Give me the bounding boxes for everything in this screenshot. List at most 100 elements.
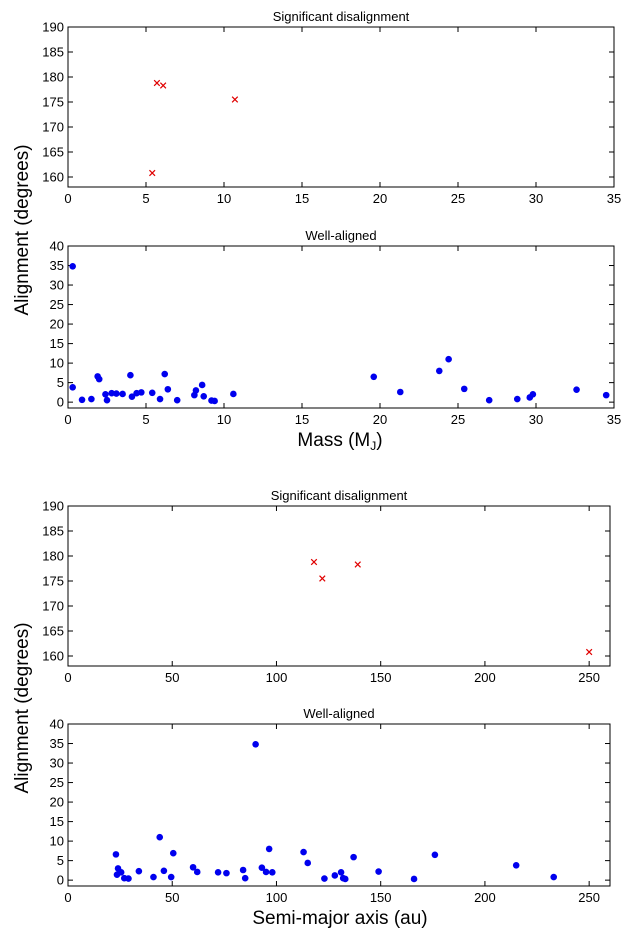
data-point-dot xyxy=(350,853,357,861)
data-point-dot xyxy=(337,869,345,876)
bottom-x-axis-label: Semi-major axis (au) xyxy=(252,908,427,929)
x-tick-label: 200 xyxy=(474,670,496,685)
x-tick-label: 20 xyxy=(373,412,387,427)
data-point-dot xyxy=(193,868,201,876)
data-point-x-marker xyxy=(354,561,361,568)
data-point-dot xyxy=(370,373,378,381)
x-tick-label: 50 xyxy=(165,890,179,905)
data-point-dot xyxy=(198,381,206,389)
x-tick-label: 15 xyxy=(295,412,309,427)
x-tick-label: 0 xyxy=(64,890,71,905)
data-point-x-marker xyxy=(310,558,318,566)
x-tick-label: 20 xyxy=(373,191,387,206)
data-point-dot xyxy=(161,370,169,378)
data-point-dot xyxy=(88,395,95,403)
data-point-x-marker xyxy=(585,648,593,656)
data-point-dot xyxy=(214,869,222,876)
plot-frame xyxy=(67,723,611,887)
data-point-dot xyxy=(304,859,312,867)
data-point-dot xyxy=(321,875,328,882)
data-point-dot xyxy=(135,867,143,875)
data-point-dot xyxy=(431,851,439,859)
data-point-dot xyxy=(230,390,237,398)
data-point-dot xyxy=(125,875,132,882)
x-tick-label: 50 xyxy=(165,670,179,685)
data-point-dot xyxy=(167,873,175,881)
x-tick-label: 150 xyxy=(370,670,392,685)
y-tick-label: 180 xyxy=(42,70,64,85)
y-tick-label: 15 xyxy=(50,336,64,351)
data-point-x-marker xyxy=(159,82,167,89)
top-x-axis-label-close: ) xyxy=(376,430,382,451)
y-tick-label: 15 xyxy=(50,814,64,829)
data-point-dot xyxy=(150,873,157,881)
panel-title: Well-aligned xyxy=(305,228,376,243)
chart-panel-3: Significant disalignment 0 50 100 150 200 250 1… xyxy=(42,488,611,685)
data-point-dot xyxy=(69,384,76,391)
y-tick-label: 160 xyxy=(42,649,64,664)
data-point-dot xyxy=(445,355,452,363)
data-point-dot xyxy=(252,740,259,748)
data-point-dot xyxy=(113,390,120,397)
data-point-dot xyxy=(341,875,349,883)
data-point-dot xyxy=(258,864,266,871)
data-point-dot xyxy=(127,371,134,379)
data-point-dot xyxy=(156,833,164,841)
y-tick-label: 10 xyxy=(50,834,64,849)
data-point-dot xyxy=(435,367,443,375)
y-tick-label: 165 xyxy=(42,624,64,639)
y-tick-label: 20 xyxy=(50,317,64,332)
x-tick-label: 0 xyxy=(64,191,71,206)
y-tick-label: 175 xyxy=(42,95,64,110)
top-x-axis-label: Mass (MJ) xyxy=(297,430,382,453)
data-point-dot xyxy=(103,396,111,404)
data-point-x-marker xyxy=(231,96,239,103)
data-point-dot xyxy=(268,869,276,876)
data-point-dot xyxy=(262,868,270,876)
panel-title: Well-aligned xyxy=(303,706,374,721)
x-tick-label: 35 xyxy=(607,191,621,206)
y-tick-label: 180 xyxy=(42,549,64,564)
x-tick-label: 100 xyxy=(266,890,288,905)
x-tick-label: 0 xyxy=(64,412,71,427)
data-point-dot xyxy=(128,393,136,400)
data-point-dot xyxy=(375,868,382,875)
x-tick-label: 10 xyxy=(217,191,231,206)
data-point-dot xyxy=(223,869,230,877)
data-point-dot xyxy=(573,386,580,393)
data-point-dot xyxy=(78,396,86,404)
data-point-dot xyxy=(265,845,273,853)
data-point-dot xyxy=(331,872,339,879)
y-tick-label: 170 xyxy=(42,120,64,135)
y-tick-label: 25 xyxy=(50,297,64,312)
data-point-dot xyxy=(211,397,218,405)
x-tick-label: 200 xyxy=(474,890,496,905)
data-point-dot xyxy=(241,874,249,882)
x-tick-label: 5 xyxy=(142,191,149,206)
plot-frame xyxy=(67,245,615,409)
data-point-dot xyxy=(239,866,247,874)
chart-panels: Significant disalignment 0 5 10 15 20 25 30 35 16… xyxy=(42,9,621,905)
x-tick-label: 25 xyxy=(451,412,465,427)
y-tick-label: 190 xyxy=(42,499,64,514)
data-point-dot xyxy=(189,863,197,871)
data-point-dot xyxy=(200,392,208,400)
y-tick-label: 25 xyxy=(50,775,64,790)
data-point-dot xyxy=(550,873,558,881)
data-point-dot xyxy=(173,396,181,404)
chart-panel-1: Significant disalignment 0 5 10 15 20 25 30 35 16… xyxy=(42,9,621,206)
data-point-x-marker xyxy=(319,575,326,582)
data-point-dot xyxy=(410,875,418,883)
data-point-dot xyxy=(112,851,120,858)
data-point-dot xyxy=(69,262,76,270)
panel-title: Significant disalignment xyxy=(273,9,410,24)
data-point-dot xyxy=(192,387,200,394)
plot-frame xyxy=(67,26,615,188)
y-tick-label: 30 xyxy=(50,756,64,771)
top-x-axis-label-subscript: J xyxy=(370,439,376,453)
data-point-x-marker xyxy=(149,169,156,177)
x-tick-label: 5 xyxy=(142,412,149,427)
x-tick-label: 100 xyxy=(266,670,288,685)
data-point-dot xyxy=(138,389,145,396)
data-point-dot xyxy=(119,390,126,398)
